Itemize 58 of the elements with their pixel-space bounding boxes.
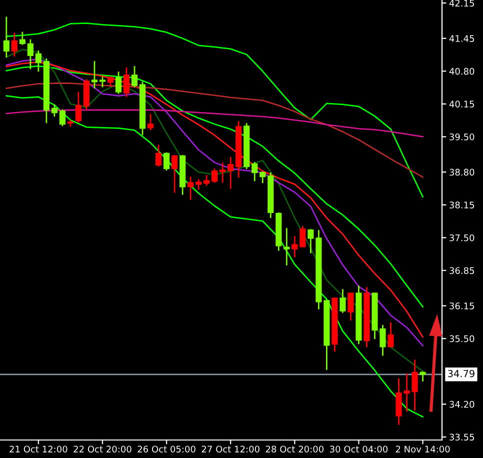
candlestick bbox=[156, 144, 162, 168]
candlestick bbox=[123, 66, 130, 98]
y-tick-label: 41.45 bbox=[449, 35, 474, 42]
candlestick bbox=[3, 16, 10, 58]
candlestick bbox=[115, 70, 122, 95]
candlestick bbox=[212, 168, 218, 184]
y-tick-label: 34.20 bbox=[450, 400, 474, 408]
y-tick-label: 35.50 bbox=[450, 335, 474, 342]
candlestick bbox=[292, 235, 298, 258]
x-tick-label: 27 Oct 12:00 bbox=[202, 446, 260, 453]
candlestick bbox=[196, 178, 202, 190]
candlestick bbox=[35, 50, 42, 72]
candlestick bbox=[59, 108, 66, 127]
x-tick-label: 22 Oct 20:00 bbox=[74, 446, 132, 453]
candlestick bbox=[228, 156, 234, 190]
x-tick-label: 26 Oct 05:00 bbox=[138, 446, 196, 453]
x-tick-label: 30 Oct 04:00 bbox=[330, 446, 388, 453]
candlestick bbox=[300, 225, 306, 248]
candlestick bbox=[91, 60, 98, 89]
y-tick-label: 36.85 bbox=[450, 267, 474, 274]
candlestick bbox=[220, 162, 226, 184]
ref-line-label: 34.79 bbox=[448, 370, 474, 378]
candlestick bbox=[51, 104, 58, 118]
candlestick bbox=[252, 161, 258, 182]
candlestick bbox=[284, 227, 290, 266]
candlestick bbox=[308, 228, 314, 254]
y-tick-label: 40.15 bbox=[449, 100, 474, 108]
candlestick bbox=[27, 38, 34, 70]
line-series bbox=[6, 22, 424, 198]
candlestick bbox=[99, 76, 106, 88]
candlestick bbox=[11, 32, 18, 58]
y-tick-label: 38.80 bbox=[450, 168, 474, 176]
y-tick-label: 38.15 bbox=[450, 202, 474, 208]
y-tick-label: 40.80 bbox=[449, 68, 474, 75]
candlestick bbox=[188, 176, 194, 201]
candlestick bbox=[388, 322, 394, 348]
y-tick-label: 39.50 bbox=[450, 133, 474, 140]
candlestick bbox=[131, 65, 138, 88]
candlestick bbox=[204, 174, 210, 186]
candlestick bbox=[340, 288, 346, 314]
candlestick bbox=[107, 76, 114, 88]
candlestick bbox=[19, 31, 26, 46]
y-tick-label: 33.55 bbox=[450, 434, 474, 441]
x-tick-label: 21 Oct 12:00 bbox=[10, 446, 68, 453]
candlestick bbox=[172, 154, 178, 194]
x-tick-label: 2 Nov 14:00 bbox=[396, 446, 450, 453]
y-tick-label: 36.15 bbox=[450, 302, 474, 310]
x-tick-label: 28 Oct 20:00 bbox=[266, 446, 324, 453]
y-tick-label: 42.15 bbox=[449, 0, 474, 7]
candlestick bbox=[75, 91, 82, 124]
candlestick bbox=[348, 292, 354, 322]
candlestick bbox=[260, 170, 266, 184]
candlestick bbox=[148, 113, 154, 131]
candlestick bbox=[420, 370, 426, 382]
candlestick bbox=[164, 152, 170, 172]
line-series bbox=[6, 95, 424, 418]
y-tick-label: 37.50 bbox=[450, 234, 474, 242]
line-series bbox=[6, 109, 424, 138]
